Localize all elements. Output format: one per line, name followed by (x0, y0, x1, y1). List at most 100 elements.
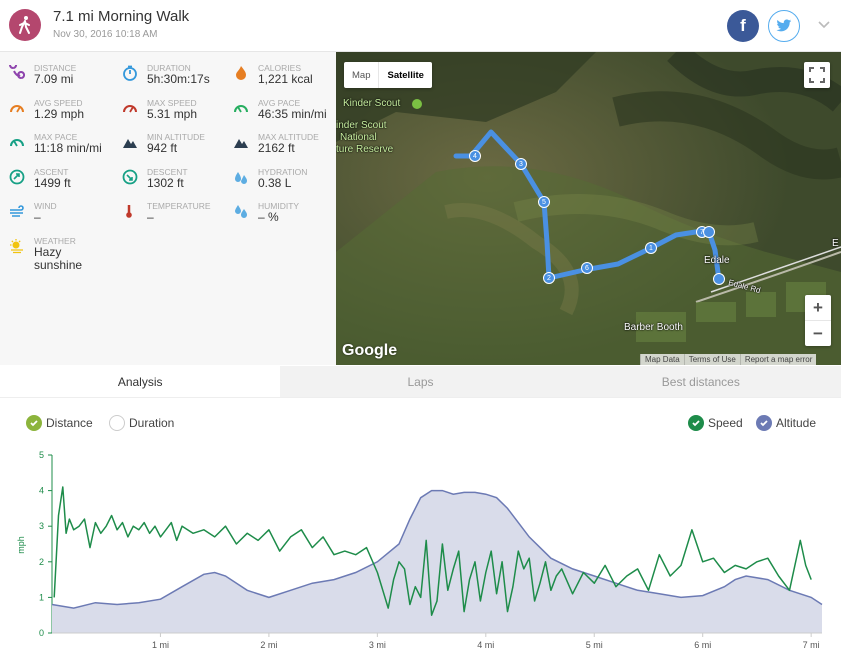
route-marker-6[interactable]: 6 (581, 262, 593, 274)
mountain-icon (234, 139, 248, 148)
stat-weather: WEATHER Hazy sunshine (0, 236, 118, 272)
stat-value: – (34, 210, 41, 224)
y-tick-label: 5 (39, 450, 44, 460)
speed-line (53, 486, 812, 616)
speedometer-icon (123, 105, 137, 113)
stat-duration: DURATION 5h:30m:17s (113, 63, 231, 95)
water-drops-icon (235, 172, 247, 184)
fullscreen-button[interactable] (804, 62, 830, 88)
stat-label: DESCENT (147, 167, 188, 177)
stat-temperature: TEMPERATURE – (113, 201, 231, 233)
stat-value: 942 ft (147, 141, 178, 155)
ascent-icon (9, 169, 25, 185)
stat-label: WEATHER (34, 236, 76, 246)
humidity-icon (235, 205, 247, 218)
google-logo: Google (342, 342, 398, 359)
zoom-control: + − (805, 295, 831, 346)
stat-avg-pace: AVG PACE 46:35 min/mi (224, 98, 342, 130)
zoom-out-button[interactable]: − (813, 323, 823, 343)
map-type-satellite-button[interactable]: Satellite (378, 62, 431, 88)
descent-icon (122, 169, 138, 185)
stat-value: 2162 ft (258, 141, 295, 155)
stat-value: 11:18 min/mi (34, 141, 102, 155)
analysis-chart[interactable]: 0 1 2 3 4 5 mph 1 mi 2 mi 3 mi 4 mi 5 mi 6 mi 7 mi (0, 445, 841, 658)
x-tick-label: 6 mi (694, 640, 711, 650)
pace-gauge-icon (234, 105, 248, 113)
activity-header: 7.1 mi Morning Walk Nov 30, 2016 10:18 A… (0, 0, 841, 52)
distance-toggle[interactable]: Distance (26, 415, 93, 431)
duration-toggle[interactable]: Duration (109, 415, 174, 431)
walking-icon (9, 9, 41, 41)
start-pin-icon[interactable] (703, 226, 715, 238)
stats-panel: DISTANCE 7.09 mi DURATION 5h:30m:17s CALORIE… (0, 52, 336, 365)
stat-value: 7.09 mi (34, 72, 74, 86)
activity-title: 7.1 mi Morning Walk (53, 8, 190, 25)
stat-label: HYDRATION (258, 167, 308, 177)
stat-label: DURATION (147, 63, 191, 73)
report-map-error-link[interactable]: Report a map error (739, 354, 817, 365)
map-label-reserve-3: ture Reserve (336, 144, 394, 155)
speed-toggle[interactable]: Speed (688, 415, 743, 431)
facebook-icon: f (740, 16, 746, 35)
stat-min-altitude: MIN ALTITUDE 942 ft (113, 132, 231, 164)
tab-analysis[interactable]: Analysis (0, 366, 281, 397)
chevron-down-icon[interactable] (816, 18, 832, 32)
x-tick-label: 2 mi (260, 640, 277, 650)
terms-of-use-link[interactable]: Terms of Use (683, 354, 740, 365)
unchecked-circle-icon (109, 415, 125, 431)
x-tick-label: 4 mi (477, 640, 494, 650)
stat-value: 5h:30m:17s (147, 72, 210, 86)
speed-toggle-label: Speed (708, 416, 743, 430)
stat-max-altitude: MAX ALTITUDE 2162 ft (224, 132, 342, 164)
wind-icon (10, 205, 24, 217)
x-tick-label: 3 mi (369, 640, 386, 650)
analysis-tabs: Analysis Laps Best distances (0, 366, 841, 398)
altitude-toggle[interactable]: Altitude (756, 415, 816, 431)
map-data-link[interactable]: Map Data (640, 354, 684, 365)
stat-humidity: HUMIDITY – % (224, 201, 342, 233)
stat-label: HUMIDITY (258, 201, 300, 211)
chart-svg: 0 1 2 3 4 5 mph 1 mi 2 mi 3 mi 4 mi 5 mi 6 mi 7 mi (16, 450, 823, 650)
sun-haze-icon (10, 239, 23, 254)
stat-wind: WIND – (0, 201, 118, 233)
duration-toggle-label: Duration (129, 416, 175, 430)
check-icon (688, 415, 704, 431)
facebook-share-button[interactable]: f (727, 10, 759, 42)
route-marker-2[interactable]: 2 (543, 272, 555, 284)
map-label-reserve-1: inder Scout (336, 120, 387, 131)
tab-best-distances[interactable]: Best distances (560, 366, 841, 397)
route-marker-4[interactable]: 4 (469, 150, 481, 162)
stat-label: MAX PACE (34, 132, 78, 142)
zoom-divider (805, 320, 831, 321)
tab-laps[interactable]: Laps (280, 366, 561, 397)
map-label-reserve-2: National (340, 132, 377, 143)
twitter-icon (776, 19, 792, 32)
altitude-toggle-label: Altitude (776, 416, 817, 430)
stat-ascent: ASCENT 1499 ft (0, 167, 118, 199)
distance-toggle-label: Distance (46, 416, 93, 430)
y-tick-label: 0 (39, 628, 44, 638)
map-type-control: Map Satellite (344, 62, 432, 88)
chart-toggles: Distance Duration Speed Altitude (0, 405, 841, 445)
distance-icon (9, 65, 25, 79)
stat-max-pace: MAX PACE 11:18 min/mi (0, 132, 118, 164)
stat-value: 46:35 min/mi (258, 107, 327, 121)
finish-pin-icon[interactable] (713, 273, 725, 285)
check-icon (756, 415, 772, 431)
map-type-map-button[interactable]: Map (352, 69, 371, 81)
route-marker-5[interactable]: 5 (538, 196, 550, 208)
y-tick-label: 3 (39, 521, 44, 531)
stat-value: 1.29 mph (34, 107, 85, 121)
zoom-in-button[interactable]: + (813, 297, 823, 317)
y-axis-label: mph (16, 536, 26, 554)
stat-value: 1302 ft (147, 176, 184, 190)
map-attribution: Map Data Terms of Use Report a map error (640, 354, 817, 365)
x-tick-label: 1 mi (152, 640, 169, 650)
twitter-share-button[interactable] (768, 10, 800, 42)
route-marker-1[interactable]: 1 (645, 242, 657, 254)
stat-value: Hazy sunshine (34, 245, 83, 272)
route-marker-3[interactable]: 3 (515, 158, 527, 170)
stat-distance: DISTANCE 7.09 mi (0, 63, 118, 95)
stat-label: CALORIES (258, 63, 301, 73)
